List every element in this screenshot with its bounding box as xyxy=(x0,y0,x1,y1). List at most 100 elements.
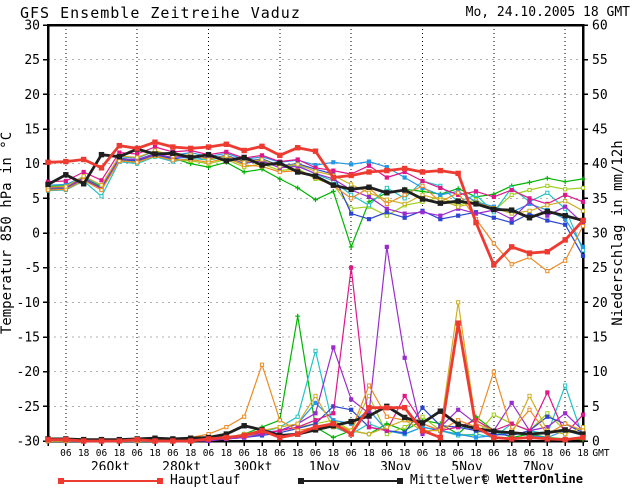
marker-square xyxy=(313,411,318,416)
marker-square xyxy=(135,160,140,165)
marker-square xyxy=(580,208,586,213)
marker-plus xyxy=(348,244,354,250)
ensemble-plot: 302520151050-5-10-15-20-25-3060555045403… xyxy=(0,19,626,471)
marker-square xyxy=(384,190,390,196)
marker-square xyxy=(491,194,496,200)
marker-square xyxy=(509,217,514,222)
marker-square xyxy=(223,141,230,147)
marker-square xyxy=(187,145,194,152)
marker-square xyxy=(45,159,51,165)
marker-square xyxy=(294,169,301,175)
marker-square xyxy=(384,175,389,180)
x-axis-date-label: 7Nov xyxy=(523,460,554,470)
marker-square xyxy=(80,156,87,163)
marker-square xyxy=(384,210,389,215)
marker-square xyxy=(259,157,265,162)
marker-square xyxy=(420,178,425,184)
marker-square xyxy=(63,172,69,178)
marker-square xyxy=(331,345,336,350)
marker-square xyxy=(224,149,229,154)
marker-square xyxy=(473,211,479,216)
marker-square xyxy=(187,154,194,161)
marker-square xyxy=(99,194,104,199)
marker-square xyxy=(562,427,568,433)
x-axis-tick-label: 18 xyxy=(506,448,518,459)
x-axis-tick-label: 06 xyxy=(345,448,357,459)
marker-square xyxy=(241,423,247,429)
marker-square xyxy=(205,144,212,150)
left-axis-title: Temperatur 850 hPa in °C xyxy=(0,132,15,334)
marker-square xyxy=(437,434,444,441)
marker-square xyxy=(312,173,319,179)
marker-square xyxy=(402,201,407,206)
marker-plus xyxy=(313,197,318,203)
marker-square xyxy=(456,407,461,412)
marker-square xyxy=(384,425,389,430)
marker-square xyxy=(63,158,69,165)
marker-square xyxy=(563,199,568,204)
marker-square xyxy=(366,393,372,399)
marker-plus xyxy=(527,179,532,185)
marker-square xyxy=(366,194,372,200)
right-axis-title: Niederschlag in mm/12h xyxy=(610,140,626,325)
marker-square xyxy=(420,210,425,215)
x-axis-tick-label: 06 xyxy=(60,448,72,459)
marker-plus xyxy=(330,435,336,440)
left-axis-tick-label: -30 xyxy=(17,435,40,450)
x-axis-tick-label: 18 xyxy=(78,448,90,459)
marker-square xyxy=(401,165,408,172)
marker-square xyxy=(224,153,229,159)
right-axis-tick-label: 45 xyxy=(592,123,608,138)
marker-square xyxy=(402,393,407,399)
marker-square xyxy=(384,244,389,249)
marker-square xyxy=(491,412,496,417)
marker-square xyxy=(294,431,301,437)
marker-square xyxy=(491,369,496,374)
marker-square xyxy=(331,411,336,416)
marker-square xyxy=(63,436,69,443)
marker-square xyxy=(419,427,426,434)
x-axis-tick-label: 06 xyxy=(96,448,108,459)
marker-square xyxy=(117,158,122,163)
marker-square xyxy=(348,186,354,193)
marker-square xyxy=(366,163,372,168)
marker-square xyxy=(384,431,389,437)
marker-square xyxy=(491,241,496,246)
marker-square xyxy=(241,154,247,161)
marker-square xyxy=(473,189,479,194)
series-member-violet-precipitation xyxy=(45,244,586,444)
marker-square xyxy=(384,201,389,206)
marker-square xyxy=(331,404,336,409)
marker-square xyxy=(563,411,568,416)
marker-square xyxy=(152,438,158,444)
right-axis-tick-label: 5 xyxy=(592,400,600,415)
marker-square xyxy=(170,158,175,163)
marker-square xyxy=(80,181,87,187)
marker-square xyxy=(99,187,104,193)
marker-square xyxy=(456,213,461,218)
right-axis-tick-label: 30 xyxy=(592,227,608,242)
marker-square xyxy=(99,178,104,183)
right-axis-tick-label: 15 xyxy=(592,331,608,346)
marker-square xyxy=(384,167,390,174)
marker-square xyxy=(545,213,550,218)
marker-square xyxy=(563,421,568,426)
legend-label-hauptlauf: Hauptlauf xyxy=(170,473,241,488)
marker-square xyxy=(295,414,300,419)
marker-square xyxy=(135,151,140,157)
marker-square xyxy=(545,269,550,274)
marker-square xyxy=(563,258,568,263)
marker-square xyxy=(420,414,425,419)
marker-square xyxy=(116,154,123,160)
marker-square xyxy=(526,250,533,256)
marker-square xyxy=(527,407,532,412)
marker-square xyxy=(508,429,515,436)
marker-square xyxy=(580,244,586,249)
marker-square xyxy=(259,143,265,150)
marker-square xyxy=(438,185,443,191)
marker-square xyxy=(313,393,318,399)
x-axis-tick-label: 06 xyxy=(274,448,286,459)
marker-square xyxy=(384,428,389,433)
x-axis-tick-label: 18 xyxy=(328,448,340,459)
series-hauptlauf-precipitation xyxy=(45,320,586,444)
